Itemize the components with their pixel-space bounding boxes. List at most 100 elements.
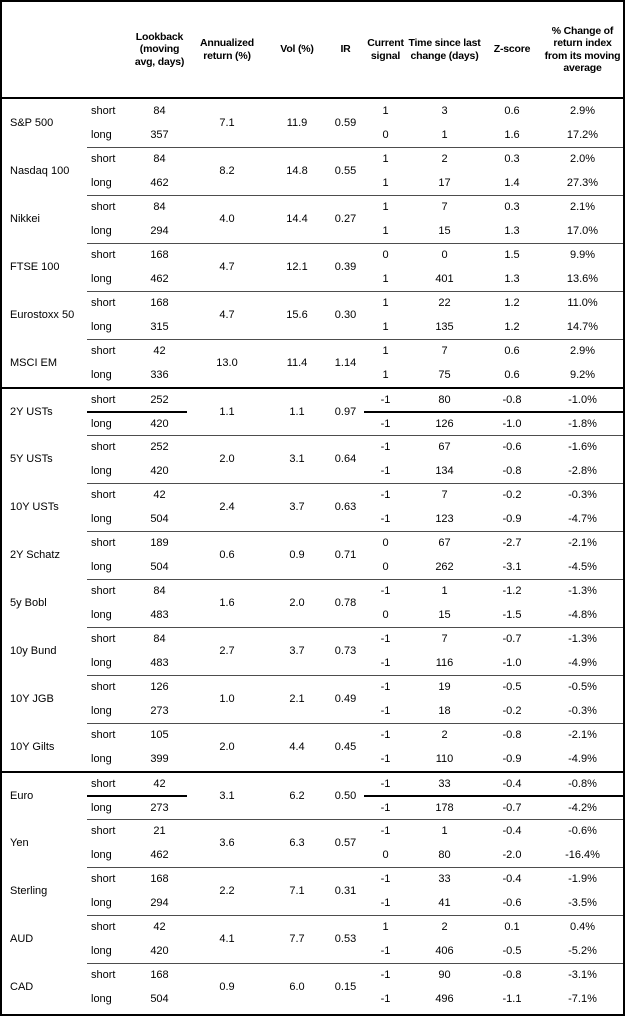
annualized-return-value: 3.6 bbox=[187, 819, 267, 867]
lookback-value: 273 bbox=[150, 704, 169, 717]
zscore-value: 1.3 bbox=[504, 272, 520, 285]
ir-value: 0.53 bbox=[327, 915, 364, 963]
zscore-value: 0.1 bbox=[482, 915, 542, 939]
vol-value: 12.1 bbox=[267, 243, 327, 291]
asset-group: 10Y USTs short 42 -1 7 -0.2 -0.3% long 504 -1 123-… bbox=[2, 483, 623, 531]
horizon-label: short bbox=[87, 819, 132, 843]
lookback-value: 504 bbox=[150, 560, 169, 573]
time-since-value: 123 bbox=[435, 512, 454, 525]
time-since-value: 22 bbox=[407, 291, 482, 315]
time-since-value: 135 bbox=[435, 320, 454, 333]
signal-value: 0 bbox=[382, 560, 389, 573]
signal-value: 0 bbox=[382, 848, 389, 861]
lookback-value: 294 bbox=[150, 896, 169, 909]
annualized-return-value: 4.1 bbox=[187, 915, 267, 963]
time-since-value: 15 bbox=[438, 224, 451, 237]
ir-value: 0.71 bbox=[327, 531, 364, 579]
zscore-value: -1.1 bbox=[502, 992, 522, 1005]
pct-change-value: 17.0% bbox=[566, 224, 599, 237]
signal-value: -1 bbox=[364, 819, 407, 843]
pct-change-value: 2.0% bbox=[542, 147, 623, 171]
header-horizon bbox=[87, 2, 132, 97]
ir-value: 0.59 bbox=[334, 116, 357, 129]
header-zscore: Z-score bbox=[493, 43, 531, 56]
pct-change-value: -3.5% bbox=[568, 896, 597, 909]
zscore-value: -2.7 bbox=[482, 531, 542, 555]
vol-value: 3.7 bbox=[267, 627, 327, 675]
lookback-value: 168 bbox=[132, 291, 187, 315]
zscore-value: -1.0 bbox=[502, 656, 522, 669]
zscore-value: 0.3 bbox=[482, 147, 542, 171]
pct-change-value: 2.1% bbox=[542, 195, 623, 219]
lookback-value: 273 bbox=[132, 795, 187, 819]
table-body: S&P 500 short 84 1 3 0.6 2.9% long 357 0 1 1.6 17.2%… bbox=[2, 99, 623, 1011]
pct-change-value: 17.2% bbox=[566, 128, 599, 141]
time-since-value: 75 bbox=[438, 368, 451, 381]
asset-group: S&P 500 short 84 1 3 0.6 2.9% long 357 0 1 1.6 17.2%… bbox=[2, 99, 623, 147]
table-header-row: Lookback (moving avg, days) Annualized r… bbox=[2, 2, 623, 99]
lookback-value: 483 bbox=[150, 608, 169, 621]
annualized-return-value: 8.2 bbox=[187, 147, 267, 195]
lookback-value: 168 bbox=[132, 243, 187, 267]
time-since-value: 80 bbox=[407, 387, 482, 411]
lookback-value: 252 bbox=[132, 387, 187, 411]
signal-value: 1 bbox=[382, 368, 389, 381]
asset-group: Euro short 42 -1 33 -0.4 -0.8% long 273 -1 178 -0.7… bbox=[2, 771, 623, 819]
zscore-value: -0.4 bbox=[482, 867, 542, 891]
horizon-label: short bbox=[87, 579, 132, 603]
vol-value: 3.7 bbox=[267, 483, 327, 531]
time-since-value: 178 bbox=[407, 795, 482, 819]
pct-change-value: 27.3% bbox=[566, 176, 599, 189]
zscore-value: 0.3 bbox=[482, 195, 542, 219]
signal-value: -1 bbox=[364, 483, 407, 507]
signal-value: -1 bbox=[364, 579, 407, 603]
time-since-value: 15 bbox=[438, 608, 451, 621]
signal-value: 0 bbox=[364, 531, 407, 555]
time-since-value: 2 bbox=[407, 915, 482, 939]
pct-change-value: -4.9% bbox=[568, 752, 597, 765]
signal-value: 1 bbox=[364, 915, 407, 939]
horizon-label: short bbox=[87, 291, 132, 315]
ir-value: 0.55 bbox=[327, 147, 364, 195]
asset-name: FTSE 100 bbox=[10, 260, 60, 273]
pct-change-value: -5.2% bbox=[568, 944, 597, 957]
horizon-label: long bbox=[91, 272, 112, 285]
vol-value: 14.8 bbox=[267, 147, 327, 195]
horizon-label: short bbox=[87, 195, 132, 219]
asset-name: 10y Bund bbox=[10, 644, 57, 657]
pct-change-value: -4.5% bbox=[568, 560, 597, 573]
vol-value: 15.6 bbox=[267, 291, 327, 339]
asset-name: 5Y USTs bbox=[10, 452, 53, 465]
horizon-label: long bbox=[91, 320, 112, 333]
time-since-value: 116 bbox=[435, 656, 454, 669]
header-asset bbox=[2, 2, 87, 97]
lookback-value: 315 bbox=[150, 320, 169, 333]
zscore-value: 1.3 bbox=[504, 224, 520, 237]
asset-group: Nikkei short 84 1 7 0.3 2.1% long 294 1 15 1.3 17.0%… bbox=[2, 195, 623, 243]
horizon-label: long bbox=[91, 368, 112, 381]
horizon-label: long bbox=[91, 608, 112, 621]
vol-value: 11.9 bbox=[286, 116, 308, 129]
pct-change-value: -1.9% bbox=[542, 867, 623, 891]
horizon-label: long bbox=[91, 896, 112, 909]
horizon-label: short bbox=[87, 771, 132, 795]
horizon-label: short bbox=[87, 675, 132, 699]
time-since-value: 7 bbox=[407, 195, 482, 219]
horizon-label: long bbox=[91, 512, 112, 525]
time-since-value: 18 bbox=[438, 704, 451, 717]
lookback-value: 357 bbox=[150, 128, 169, 141]
asset-group: 10Y Gilts short 105 -1 2 -0.8 -2.1% long 399 -1 11… bbox=[2, 723, 623, 771]
pct-change-value: 9.2% bbox=[569, 368, 596, 381]
horizon-label: short bbox=[87, 531, 132, 555]
pct-change-value: -1.8% bbox=[542, 411, 623, 435]
lookback-value: 462 bbox=[150, 176, 169, 189]
signal-value: 0 bbox=[382, 608, 389, 621]
signal-value: 1 bbox=[382, 272, 389, 285]
zscore-value: 0.6 bbox=[504, 104, 520, 117]
vol-value: 1.1 bbox=[267, 387, 327, 435]
vol-value: 14.4 bbox=[267, 195, 327, 243]
annualized-return-value: 2.2 bbox=[187, 867, 267, 915]
vol-value: 0.9 bbox=[267, 531, 327, 579]
time-since-value: 7 bbox=[407, 483, 482, 507]
